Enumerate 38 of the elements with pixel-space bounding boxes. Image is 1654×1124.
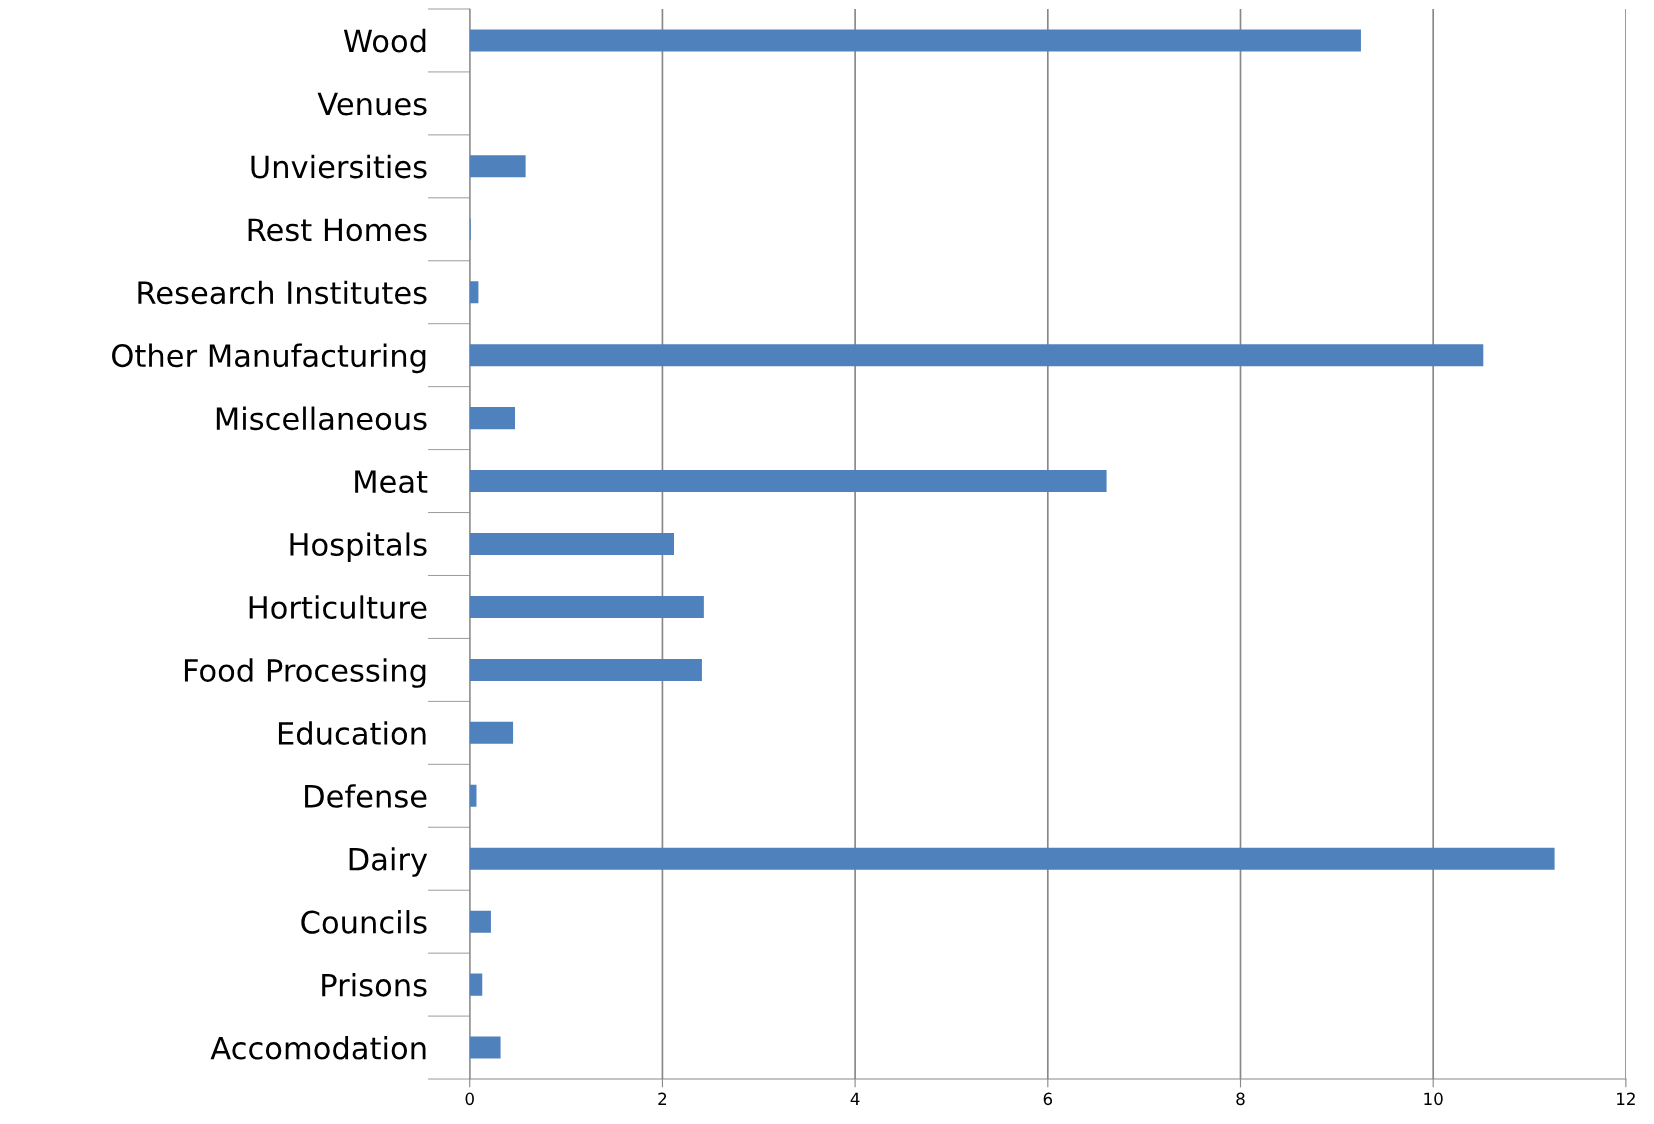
bar bbox=[469, 658, 702, 681]
y-tick-label: Meat bbox=[355, 470, 428, 494]
x-tick-label: 8 bbox=[1236, 1092, 1245, 1106]
y-tick-label: Unviersities bbox=[251, 154, 427, 179]
bar bbox=[469, 1036, 501, 1059]
y-tick-label: Education bbox=[278, 721, 426, 745]
bar bbox=[469, 29, 1361, 52]
x-tick-label: 2 bbox=[658, 1092, 667, 1105]
y-tick-label: Hospitals bbox=[290, 532, 427, 562]
bar bbox=[469, 407, 516, 430]
y-tick-label: Miscellaneous bbox=[216, 406, 427, 431]
x-tick-label: 0 bbox=[465, 1092, 474, 1106]
bar bbox=[469, 281, 479, 304]
y-tick-label: Defense bbox=[305, 784, 427, 808]
y-tick-label: Venues bbox=[317, 92, 427, 116]
y-tick-label: Horticulture bbox=[249, 595, 427, 619]
bar bbox=[469, 595, 704, 618]
x-tick-label: 10 bbox=[1424, 1092, 1443, 1106]
y-tick-label: Prisons bbox=[322, 973, 427, 997]
y-tick-label: Accomodation bbox=[210, 1035, 426, 1060]
bar bbox=[469, 973, 483, 996]
bar bbox=[469, 533, 674, 556]
bar bbox=[469, 847, 1555, 870]
y-tick-label: Wood bbox=[343, 28, 426, 53]
x-tick-label: 4 bbox=[850, 1092, 860, 1105]
y-tick-label: Dairy bbox=[349, 847, 428, 877]
bar bbox=[469, 155, 526, 178]
bar bbox=[469, 721, 514, 744]
bar bbox=[469, 910, 491, 933]
y-tick-label: Councils bbox=[301, 910, 427, 934]
bar bbox=[469, 470, 1107, 493]
y-tick-label: Other Manufacturing bbox=[112, 343, 426, 374]
y-tick-label: Research Institutes bbox=[138, 280, 427, 305]
y-tick-label: Rest Homes bbox=[248, 218, 427, 242]
y-tick-label: Food Processing bbox=[184, 658, 426, 688]
x-tick-label: 12 bbox=[1617, 1092, 1635, 1105]
bar bbox=[469, 344, 1484, 367]
x-tick-label: 6 bbox=[1043, 1092, 1053, 1106]
